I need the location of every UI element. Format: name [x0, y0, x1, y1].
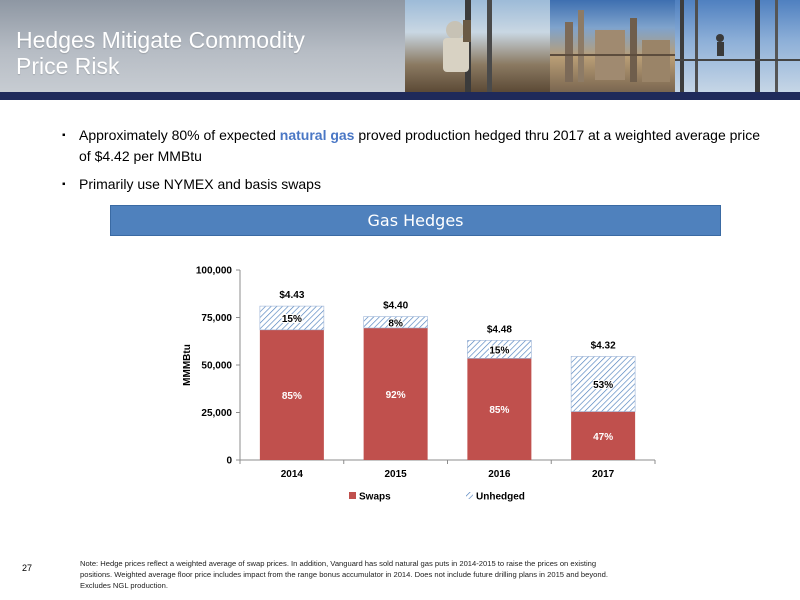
- legend-swatch-unhedged: [466, 492, 473, 499]
- data-label-swaps-2017: 47%: [593, 432, 613, 443]
- bar-swaps-2016: [467, 358, 532, 460]
- legend-label-swaps: Swaps: [359, 492, 391, 503]
- bar-unhedged-2014: [259, 305, 325, 331]
- bar-unhedged-2016: [467, 339, 532, 359]
- price-label-2014: $4.43: [279, 290, 304, 301]
- data-label-unhedged-2015: 8%: [388, 318, 403, 329]
- bullet-text-suffix: proved production hedged thru 2017 at a …: [79, 127, 760, 164]
- y-tick-label: 75,000: [201, 313, 232, 324]
- legend-swatch-swaps: [349, 492, 356, 499]
- x-tick-label-2016: 2016: [488, 469, 511, 480]
- bullet-list: ▪ Approximately 80% of expected natural …: [62, 125, 762, 195]
- data-label-unhedged-2017: 53%: [593, 380, 613, 391]
- header-banner: Hedges Mitigate Commodity Price Risk: [0, 0, 800, 92]
- data-label-unhedged-2014: 15%: [282, 314, 302, 325]
- footnote: Note: Hedge prices reflect a weighted av…: [80, 559, 608, 590]
- y-tick-label: 0: [226, 456, 232, 467]
- header-photo-drilling-rig: [675, 0, 800, 92]
- x-tick-label-2014: 2014: [281, 469, 304, 480]
- data-label-swaps-2016: 85%: [489, 405, 509, 416]
- header-photo-oil-worker: [405, 0, 550, 92]
- y-tick-label: 50,000: [201, 361, 232, 372]
- bullet-text: Primarily use NYMEX and basis swaps: [79, 176, 321, 192]
- drilling-rig-illustration: [675, 0, 800, 92]
- oil-worker-illustration: [443, 0, 492, 92]
- bullet-square-icon: ▪: [62, 130, 66, 141]
- page-number: 27: [22, 563, 33, 573]
- bar-unhedged-2015: [363, 316, 428, 329]
- price-label-2015: $4.40: [383, 301, 408, 312]
- bar-swaps-2017: [571, 411, 636, 460]
- page-title-line-1: Hedges Mitigate Commodity: [16, 27, 305, 53]
- refinery-illustration: [550, 10, 675, 82]
- x-tick-label-2015: 2015: [385, 469, 408, 480]
- bullet-item-swaps: ▪ Primarily use NYMEX and basis swaps: [62, 174, 762, 195]
- y-axis-label: MMMBtu: [182, 344, 193, 386]
- chart-title: Gas Hedges: [367, 211, 464, 230]
- data-label-unhedged-2016: 15%: [489, 345, 509, 356]
- data-label-swaps-2015: 92%: [386, 390, 406, 401]
- bullet-text-prefix: Approximately 80% of expected: [79, 127, 280, 143]
- bullet-highlight-natural-gas: natural gas: [279, 127, 355, 143]
- header-divider-bar: [0, 92, 800, 100]
- data-label-swaps-2014: 85%: [282, 391, 302, 402]
- chart-title-box: Gas Hedges: [110, 205, 721, 236]
- bar-swaps-2015: [363, 327, 428, 460]
- price-label-2017: $4.32: [591, 340, 616, 351]
- y-tick-label: 25,000: [201, 408, 232, 419]
- price-label-2016: $4.48: [487, 324, 512, 335]
- y-tick-label: 100,000: [196, 266, 233, 277]
- page-title-line-2: Price Risk: [16, 53, 120, 79]
- page-title: Hedges Mitigate Commodity Price Risk: [16, 27, 416, 79]
- bullet-square-icon: ▪: [62, 179, 66, 190]
- legend-label-unhedged: Unhedged: [476, 492, 525, 503]
- bar-swaps-2014: [259, 329, 324, 460]
- x-tick-label-2017: 2017: [592, 469, 615, 480]
- header-photo-refinery: [550, 0, 675, 92]
- bar-unhedged-2017: [570, 356, 636, 412]
- bullet-item-hedged-production: ▪ Approximately 80% of expected natural …: [62, 125, 762, 167]
